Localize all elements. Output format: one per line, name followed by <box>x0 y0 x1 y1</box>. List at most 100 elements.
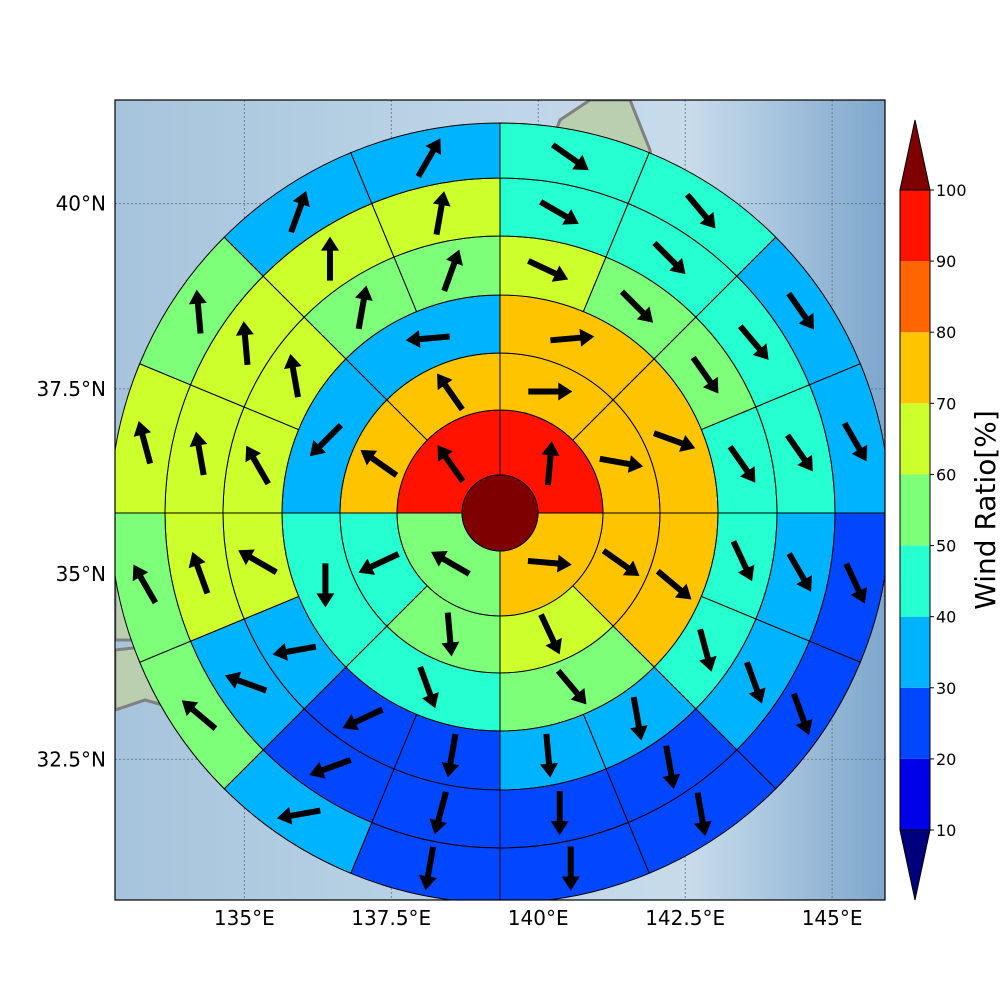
wind-arrow <box>415 138 442 179</box>
wind-arrow <box>429 791 449 835</box>
longitude-tick-labels: 135°E 137.5°E 140°E 142.5°E 145°E <box>214 906 863 930</box>
wind-arrow <box>276 806 321 825</box>
wind-arrow <box>181 700 218 731</box>
wind-arrow <box>316 563 335 608</box>
wind-arrow <box>527 258 569 282</box>
wind-ratio-cell <box>808 363 885 514</box>
colorbar-tick-label: 30 <box>936 679 956 698</box>
wind-arrow <box>652 240 686 275</box>
colorbar-tick-label: 100 <box>936 181 967 200</box>
wind-arrow <box>730 540 755 582</box>
wind-arrow <box>132 564 159 605</box>
lat-tick-label: 37.5°N <box>37 377 107 401</box>
map-frame <box>114 99 886 901</box>
lon-tick-label: 145°E <box>802 906 863 930</box>
colorbar-tick-label: 70 <box>936 394 956 413</box>
colorbar-bin <box>900 545 930 617</box>
wind-arrow <box>550 142 589 171</box>
wind-arrow <box>684 192 716 229</box>
wind-arrow <box>288 190 310 234</box>
wind-arrow <box>431 551 471 577</box>
colorbar-bin <box>900 758 930 830</box>
wind-arrow <box>786 552 812 592</box>
wind-arrow <box>791 692 813 736</box>
wind-arrow <box>355 285 373 330</box>
wind-arrow <box>652 430 696 452</box>
lat-tick-label: 35°N <box>56 562 106 586</box>
wind-arrow <box>555 668 587 705</box>
wind-arrow <box>601 548 640 576</box>
wind-arrow <box>441 733 460 778</box>
wind-arrow <box>360 450 399 478</box>
wind-arrow <box>785 433 813 472</box>
colorbar-tick-label: 20 <box>936 750 956 769</box>
wind-arrow <box>283 353 302 398</box>
wind-arrow <box>133 421 154 465</box>
wind-arrow <box>737 324 769 360</box>
wind-arrow <box>309 757 352 779</box>
colorbar-tick-label: 50 <box>936 537 956 556</box>
wind-arrow <box>550 791 569 836</box>
colorbar-under-triangle <box>899 829 931 901</box>
wind-arrows <box>132 138 868 891</box>
colorbar-bin <box>900 474 930 546</box>
latitude-tick-labels: 32.5°N 35°N 37.5°N 40°N <box>37 192 107 772</box>
wind-arrow <box>437 445 466 483</box>
colorbar-bin <box>900 616 930 688</box>
colorbar: 10 20 30 40 50 60 70 80 90 100 <box>899 119 967 901</box>
wind-arrow <box>540 733 558 778</box>
wind-ratio-cells <box>115 122 885 900</box>
wind-arrow <box>441 612 460 657</box>
wind-arrow <box>539 199 579 225</box>
colorbar-bin <box>900 403 930 475</box>
wind-arrow <box>358 551 400 575</box>
wind-arrow <box>690 355 719 394</box>
colorbar-title: Wind Ratio[%] <box>969 410 1000 610</box>
wind-arrow <box>238 549 278 575</box>
wind-arrow <box>320 236 339 281</box>
wind-arrow <box>437 373 465 412</box>
wind-ratio-cell <box>499 821 650 900</box>
wind-arrow <box>786 291 815 330</box>
colorbar-frame <box>899 189 931 831</box>
wind-arrow <box>541 441 560 486</box>
lon-tick-label: 137.5°E <box>351 906 431 930</box>
map-panel <box>115 100 885 900</box>
wind-arrow <box>235 321 254 366</box>
wind-arrow <box>342 706 384 731</box>
lon-tick-label: 135°E <box>214 906 275 930</box>
wind-arrow <box>405 330 450 349</box>
center-cell <box>461 474 539 552</box>
colorbar-over-triangle <box>899 119 931 191</box>
wind-arrow <box>697 628 717 672</box>
wind-arrow <box>619 289 654 323</box>
wind-arrow <box>245 445 271 486</box>
wind-arrow <box>599 455 644 473</box>
wind-arrow <box>419 846 437 891</box>
wind-arrow <box>417 665 439 709</box>
wind-arrow <box>432 191 451 236</box>
colorbar-tick-label: 60 <box>936 465 956 484</box>
colorbar-tick-label: 10 <box>936 821 956 840</box>
colorbar-bin <box>900 261 930 333</box>
colorbar-tick-label: 40 <box>936 608 956 627</box>
wind-arrow <box>189 431 208 476</box>
wind-arrow <box>744 661 766 704</box>
wind-arrow <box>630 696 648 741</box>
wind-arrow <box>843 562 868 604</box>
wind-arrow <box>655 568 692 600</box>
wind-arrow <box>188 289 207 334</box>
lon-tick-label: 140°E <box>508 906 569 930</box>
wind-arrow <box>188 552 211 595</box>
wind-arrow <box>538 613 562 655</box>
lon-tick-label: 142.5°E <box>645 906 725 930</box>
wind-arrow <box>693 792 712 837</box>
wind-arrow <box>727 444 756 483</box>
wind-arrow <box>561 846 580 891</box>
lat-tick-label: 32.5°N <box>37 747 107 771</box>
colorbar-bin <box>900 332 930 404</box>
wind-arrow <box>224 671 268 694</box>
wind-arrow <box>272 643 317 661</box>
wind-arrow <box>550 328 595 347</box>
